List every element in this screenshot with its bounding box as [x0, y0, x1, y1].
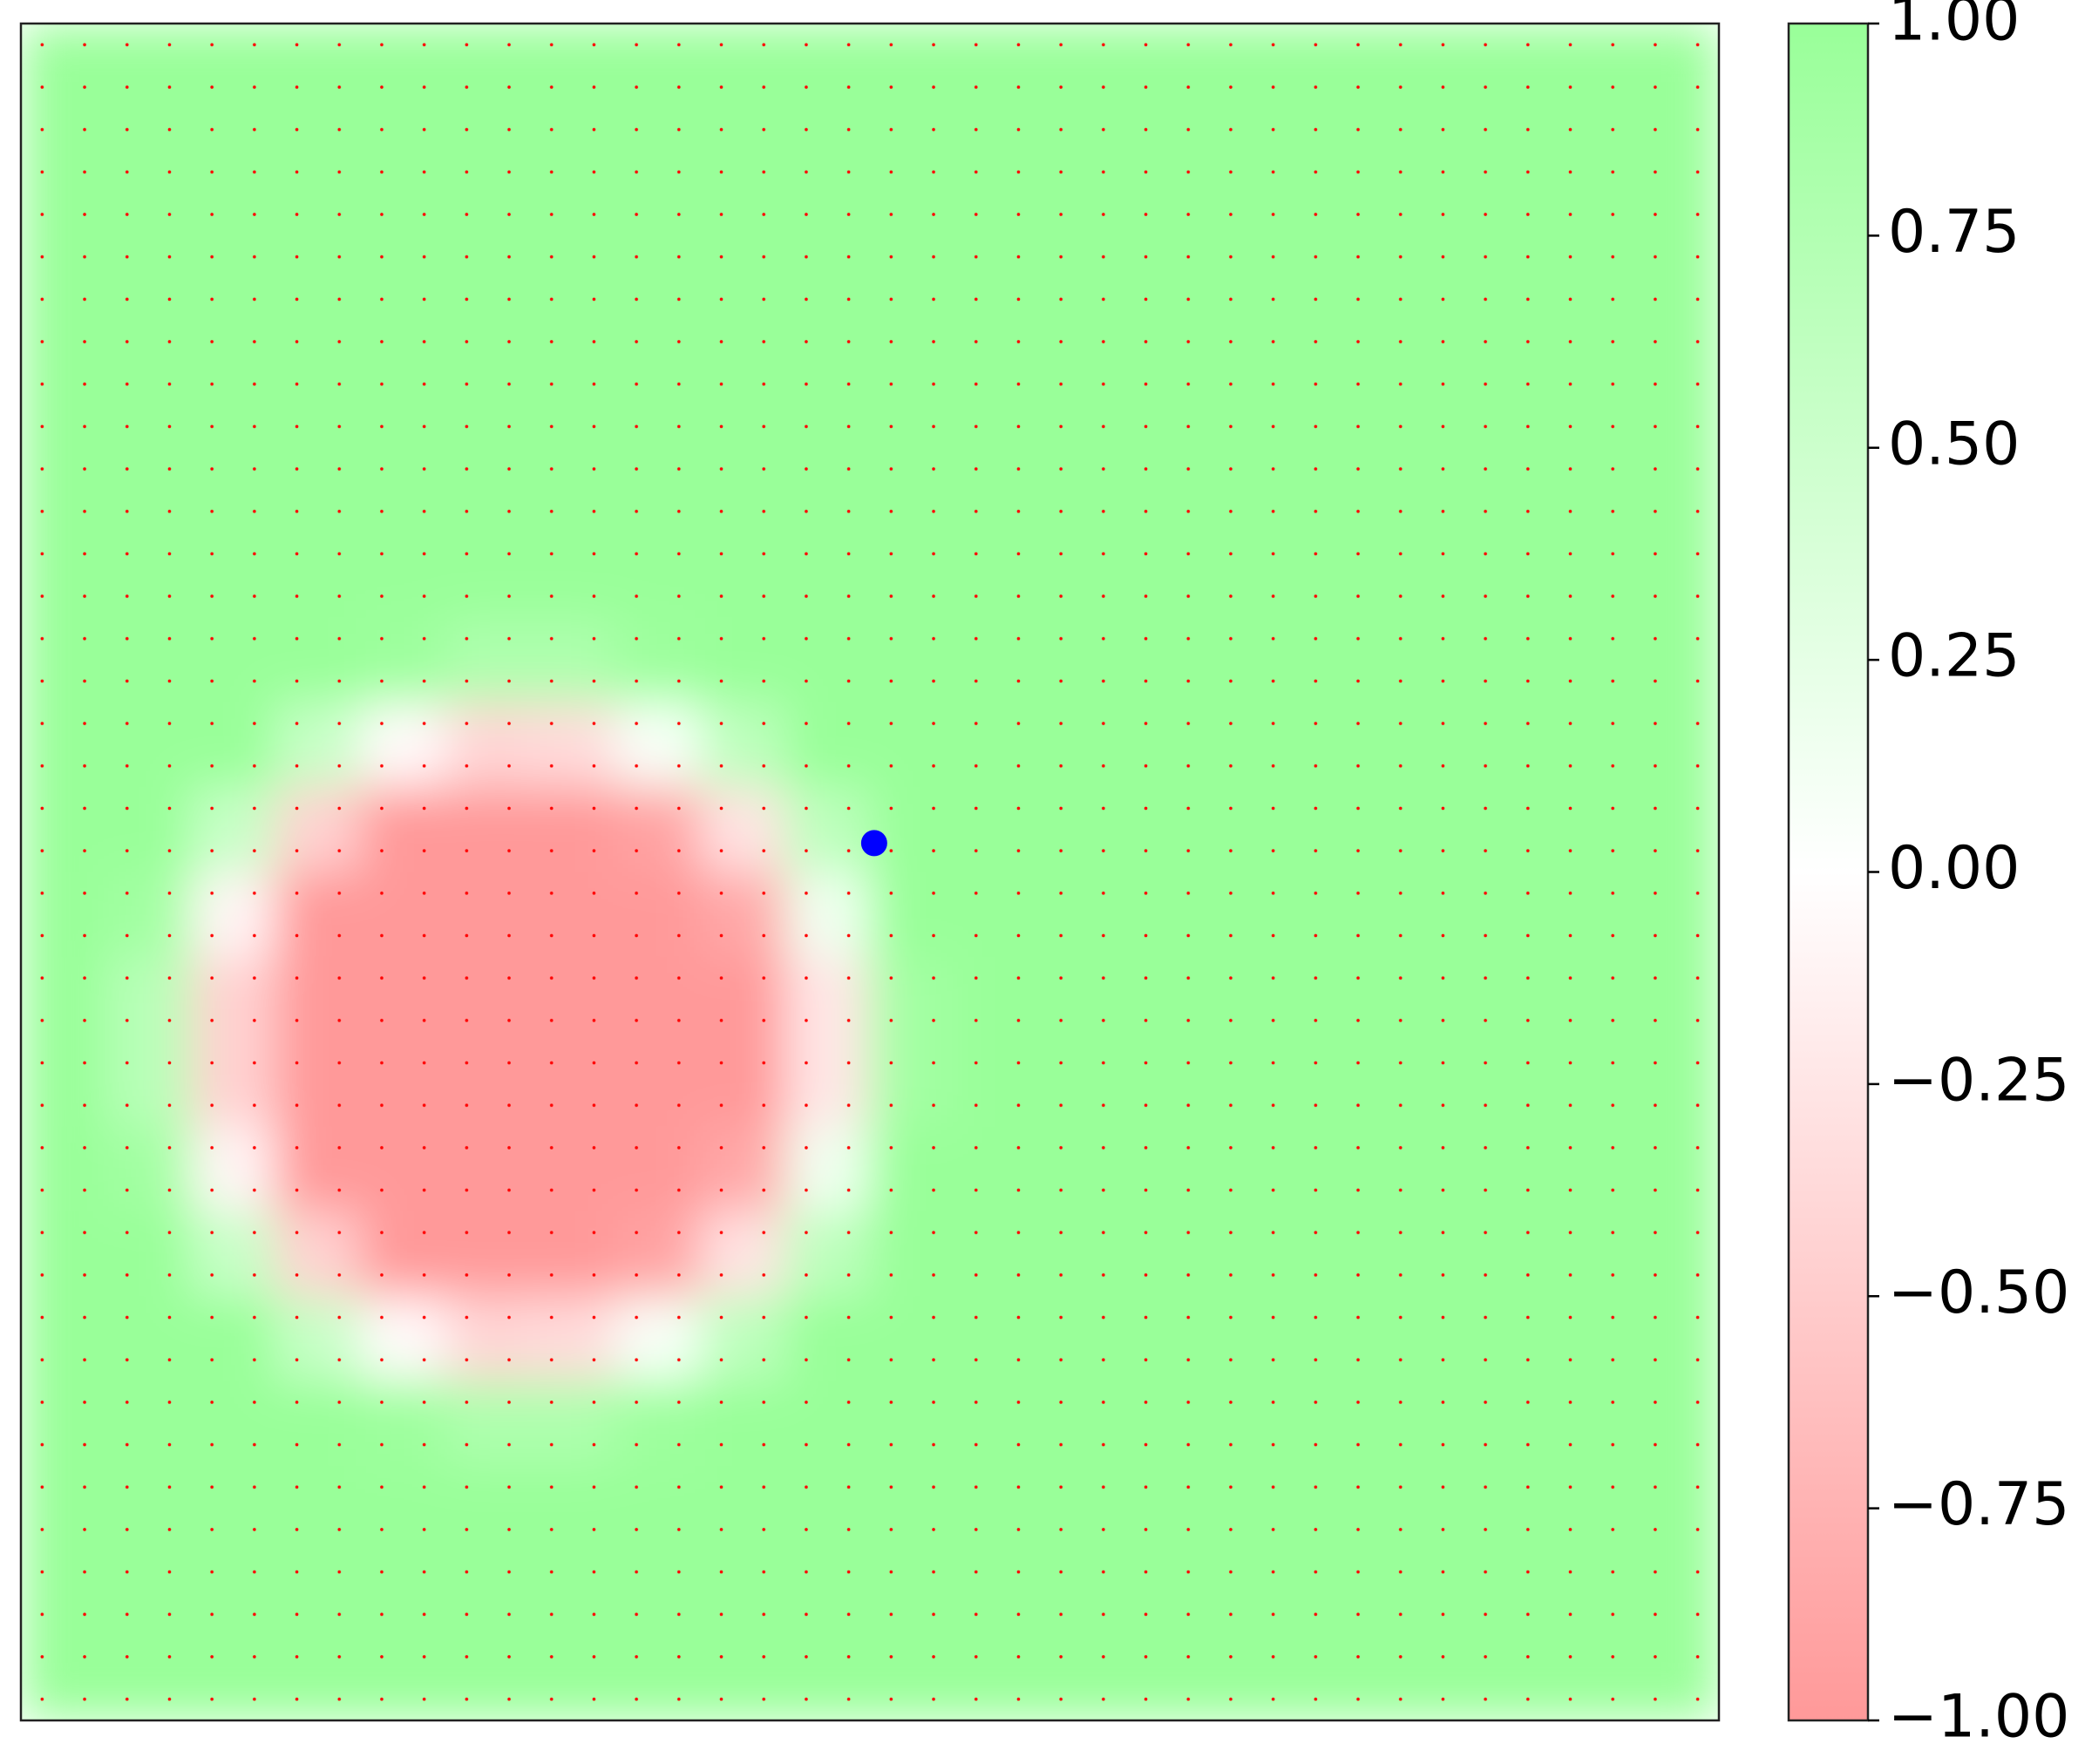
colorbar-tick-label: 0.75: [1888, 198, 2020, 267]
colorbar: [1787, 22, 1870, 1722]
colorbar-tick-label: 0.00: [1888, 834, 2020, 903]
colorbar-tick-label: −0.25: [1888, 1046, 2069, 1115]
colorbar-tick-label: −0.50: [1888, 1259, 2069, 1327]
point: [860, 830, 887, 857]
colorbar-tick-label: 1.00: [1888, 0, 2020, 55]
colorbar-tick-label: 0.25: [1888, 622, 2020, 691]
colorbar-tick-label: −0.75: [1888, 1470, 2069, 1539]
colorbar-tick-label: 0.50: [1888, 410, 2020, 478]
colorbar-tick-label: −1.00: [1888, 1683, 2069, 1752]
quiver-grid: [21, 24, 1719, 1720]
plot-area: [21, 24, 1719, 1720]
plot-frame: [19, 22, 1721, 1722]
